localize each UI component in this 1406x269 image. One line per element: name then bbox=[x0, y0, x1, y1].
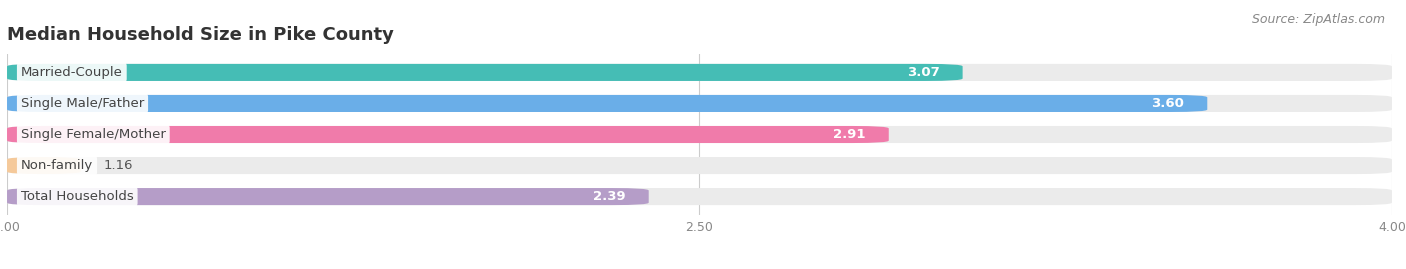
Text: 3.07: 3.07 bbox=[907, 66, 939, 79]
FancyBboxPatch shape bbox=[7, 157, 82, 174]
FancyBboxPatch shape bbox=[7, 64, 1392, 81]
FancyBboxPatch shape bbox=[7, 126, 1392, 143]
FancyBboxPatch shape bbox=[7, 126, 889, 143]
Text: 2.39: 2.39 bbox=[593, 190, 626, 203]
Text: Single Female/Mother: Single Female/Mother bbox=[21, 128, 166, 141]
FancyBboxPatch shape bbox=[7, 95, 1208, 112]
Text: Source: ZipAtlas.com: Source: ZipAtlas.com bbox=[1251, 13, 1385, 26]
FancyBboxPatch shape bbox=[7, 64, 963, 81]
FancyBboxPatch shape bbox=[7, 188, 1392, 205]
Text: 2.91: 2.91 bbox=[834, 128, 866, 141]
Text: 1.16: 1.16 bbox=[104, 159, 134, 172]
Text: Non-family: Non-family bbox=[21, 159, 93, 172]
FancyBboxPatch shape bbox=[7, 157, 1392, 174]
Text: Median Household Size in Pike County: Median Household Size in Pike County bbox=[7, 26, 394, 44]
FancyBboxPatch shape bbox=[7, 95, 1392, 112]
Text: Married-Couple: Married-Couple bbox=[21, 66, 122, 79]
Text: 3.60: 3.60 bbox=[1152, 97, 1184, 110]
Text: Total Households: Total Households bbox=[21, 190, 134, 203]
FancyBboxPatch shape bbox=[7, 188, 648, 205]
Text: Single Male/Father: Single Male/Father bbox=[21, 97, 145, 110]
